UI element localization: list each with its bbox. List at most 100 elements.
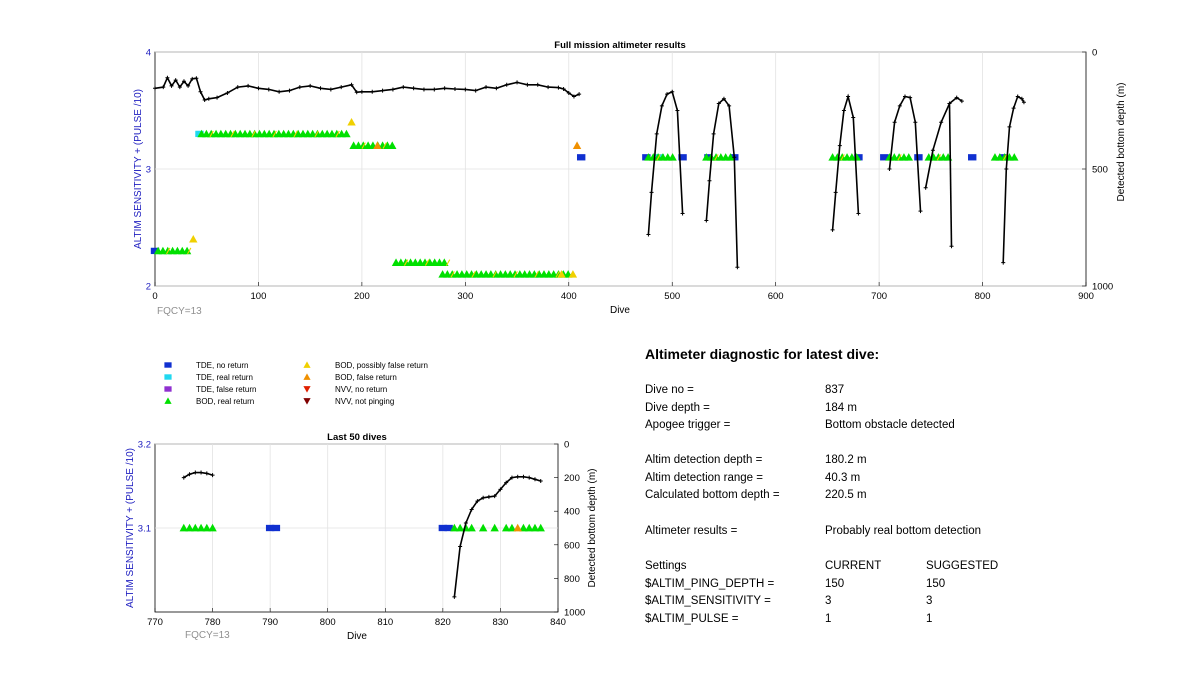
top-depth-point xyxy=(1019,96,1024,101)
top-depth-point xyxy=(670,89,675,94)
top-bod-marker xyxy=(388,141,397,149)
top-bod-overlay xyxy=(403,259,409,266)
bottom-depth-point xyxy=(504,480,509,485)
top-bod-false-return-marker xyxy=(373,141,382,149)
setting-current: 150 xyxy=(825,578,845,590)
bottom-bod-real-return-marker xyxy=(519,523,528,532)
top-bod-run xyxy=(924,153,953,161)
legend-marker xyxy=(303,373,311,380)
top-bod-overlay xyxy=(555,271,560,278)
top-bod-overlay xyxy=(471,271,476,278)
diag-value: 184 m xyxy=(825,402,857,414)
top-depth-point xyxy=(707,178,712,183)
top-bod-marker xyxy=(726,153,735,161)
top-depth-point xyxy=(494,86,499,91)
diag-value: 837 xyxy=(825,384,845,396)
bottom-chart-title: Last 50 dives xyxy=(327,432,387,443)
top-depth-point xyxy=(202,97,207,102)
top-tde-no-return-marker xyxy=(678,154,687,161)
diagnostic-panel: Altimeter diagnostic for latest dive: Di… xyxy=(645,346,1185,625)
diag-value: 220.5 m xyxy=(825,489,867,501)
setting-suggested: 1 xyxy=(926,613,933,625)
top-depth-point xyxy=(442,86,447,91)
bottom-tde-no-return-marker xyxy=(444,524,453,532)
bottom-bod-real-return-marker xyxy=(478,523,488,532)
top-depth-point xyxy=(370,89,375,94)
top-depth-point xyxy=(206,96,211,101)
diag-value: 40.3 m xyxy=(825,472,861,484)
bottom-ylabel-left: ALTIM SENSITIVITY + (PULSE /10) xyxy=(125,448,136,608)
legend-label: BOD, false return xyxy=(335,373,397,382)
bottom-depth-point xyxy=(492,494,497,499)
bottom-depth-point xyxy=(469,507,474,512)
legend-marker xyxy=(164,386,172,392)
top-chart-title: Full mission altimeter results xyxy=(554,40,685,51)
top-xtick-label: 600 xyxy=(768,291,784,302)
bottom-xtick-label: 830 xyxy=(492,617,508,628)
top-depth-point xyxy=(902,94,907,99)
bottom-tde-no-return-marker xyxy=(265,524,275,532)
bottom-bod-real-return-marker xyxy=(507,523,517,532)
top-depth-point xyxy=(173,78,178,83)
top-ylabel-left: ALTIM SENSITIVITY + (PULSE /10) xyxy=(133,89,144,249)
bottom-depth-point xyxy=(486,494,491,499)
top-bod-marker xyxy=(182,246,192,255)
bottom-ytick-right-label: 1000 xyxy=(564,608,585,619)
legend: TDE, no return TDE, real return TDE, false… xyxy=(164,361,428,406)
top-bod-overlay xyxy=(936,154,942,161)
top-tde-no-return-marker xyxy=(914,154,923,161)
top-depth-point xyxy=(577,92,582,97)
bottom-bod-real-return-marker xyxy=(467,523,476,532)
top-depth-point xyxy=(908,95,913,100)
top-bod-overlay xyxy=(166,247,171,255)
bottom-bod-real-return-marker xyxy=(450,523,459,532)
bottom-depth-point xyxy=(199,470,204,475)
top-bod-marker xyxy=(342,129,351,138)
top-depth-point xyxy=(339,85,344,90)
top-depth-point xyxy=(359,89,364,94)
bottom-ytick-left-label: 3.1 xyxy=(138,524,151,535)
bottom-depth-point xyxy=(515,474,520,479)
top-depth-point xyxy=(504,82,509,87)
bottom-xtick-label: 800 xyxy=(320,617,336,628)
top-depth-point xyxy=(851,115,856,120)
top-bod-overlay xyxy=(1002,154,1008,161)
top-depth-point xyxy=(225,90,230,95)
bottom-ytick-right-label: 0 xyxy=(564,440,569,451)
top-depth-point xyxy=(525,82,530,87)
legend-marker xyxy=(164,374,172,380)
top-bod-overlay xyxy=(187,247,192,255)
top-bod-run xyxy=(828,153,861,161)
top-marks xyxy=(150,75,1026,278)
setting-label: $ALTIM_PULSE = xyxy=(645,613,739,625)
top-depth-point xyxy=(328,87,333,92)
top-bod-marker xyxy=(440,258,449,266)
top-ytick-right-label: 1000 xyxy=(1092,282,1113,293)
bottom-depth-point xyxy=(509,475,514,480)
top-depth-point xyxy=(411,86,416,91)
top-depth-point xyxy=(892,120,897,125)
top-bod-overlay xyxy=(714,154,719,161)
top-bod-run xyxy=(197,129,351,138)
top-bod-overlay xyxy=(272,130,277,138)
bottom-depth-point xyxy=(210,473,215,478)
top-bod-overlay xyxy=(251,130,256,138)
top-depth-point xyxy=(1007,124,1012,129)
legend-label: NVV, no return xyxy=(335,385,387,394)
top-bod-overlay xyxy=(230,130,235,138)
bottom-bod-real-return-marker xyxy=(191,523,200,532)
top-depth-point xyxy=(473,88,478,93)
top-depth-point xyxy=(856,211,861,216)
diagnostic-title: Altimeter diagnostic for latest dive: xyxy=(645,346,880,362)
top-depth-point xyxy=(452,86,457,91)
top-tde-no-return-marker xyxy=(968,154,977,161)
top-depth-point xyxy=(169,83,174,88)
bottom-bod-real-return-marker xyxy=(525,523,534,532)
legend-marker xyxy=(164,397,172,404)
top-depth-point xyxy=(380,88,385,93)
top-bod-run xyxy=(990,153,1019,161)
top-depth-point xyxy=(401,85,406,90)
top-bod-overlay xyxy=(335,130,340,138)
top-bod-possibly-false-return-marker xyxy=(189,235,198,243)
bottom-depth-point xyxy=(463,520,468,525)
